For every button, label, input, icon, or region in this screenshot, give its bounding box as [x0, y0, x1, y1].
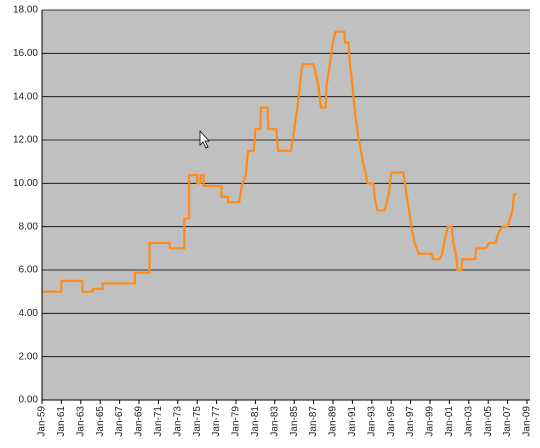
x-tick-label: Jan-63	[75, 406, 86, 437]
x-tick-label: Jan-77	[211, 406, 222, 437]
x-tick-label: Jan-61	[56, 406, 67, 437]
y-tick-label: 8.00	[19, 221, 39, 232]
x-tick-label: Jan-65	[95, 406, 106, 437]
x-tick-label: Jan-93	[366, 406, 377, 437]
y-tick-label: 12.00	[13, 135, 38, 146]
series	[42, 30, 517, 293]
y-tick-label: 0.00	[19, 395, 39, 406]
x-tick-label: Jan-09	[522, 406, 533, 437]
x-tick-label: Jan-83	[269, 406, 280, 437]
y-tick-label: 2.00	[19, 351, 39, 362]
x-tick-label: Jan-71	[153, 406, 164, 437]
y-tick-label: 10.00	[13, 178, 38, 189]
x-tick-label: Jan-79	[231, 406, 242, 437]
x-tick-label: Jan-81	[250, 406, 261, 437]
x-tick-label: Jan-07	[502, 406, 513, 437]
x-tick-label: Jan-05	[483, 406, 494, 437]
y-tick-label: 6.00	[19, 265, 39, 276]
x-tick-label: Jan-95	[386, 406, 397, 437]
x-tick-label: Jan-97	[405, 406, 416, 437]
x-tick-label: Jan-69	[134, 406, 145, 437]
y-tick-label: 18.00	[13, 5, 38, 16]
y-tick-label: 14.00	[13, 91, 38, 102]
y-tick-label: 16.00	[13, 48, 38, 59]
x-tick-label: Jan-73	[172, 406, 183, 437]
mouse-cursor	[199, 129, 210, 149]
grid	[42, 9, 530, 401]
plot-area	[42, 10, 530, 400]
x-tick-label: Jan-03	[463, 406, 474, 437]
x-tick-label: Jan-67	[114, 406, 125, 437]
series-line	[42, 30, 517, 293]
x-tick-label: Jan-59	[37, 406, 48, 437]
x-tick-label: Jan-87	[308, 406, 319, 437]
x-tick-label: Jan-91	[347, 406, 358, 437]
y-tick-label: 4.00	[19, 308, 39, 319]
x-tick-label: Jan-01	[444, 406, 455, 437]
x-tick-label: Jan-85	[289, 406, 300, 437]
x-tick-label: Jan-75	[192, 406, 203, 437]
x-tick-label: Jan-99	[425, 406, 436, 437]
x-tick-label: Jan-89	[328, 406, 339, 437]
